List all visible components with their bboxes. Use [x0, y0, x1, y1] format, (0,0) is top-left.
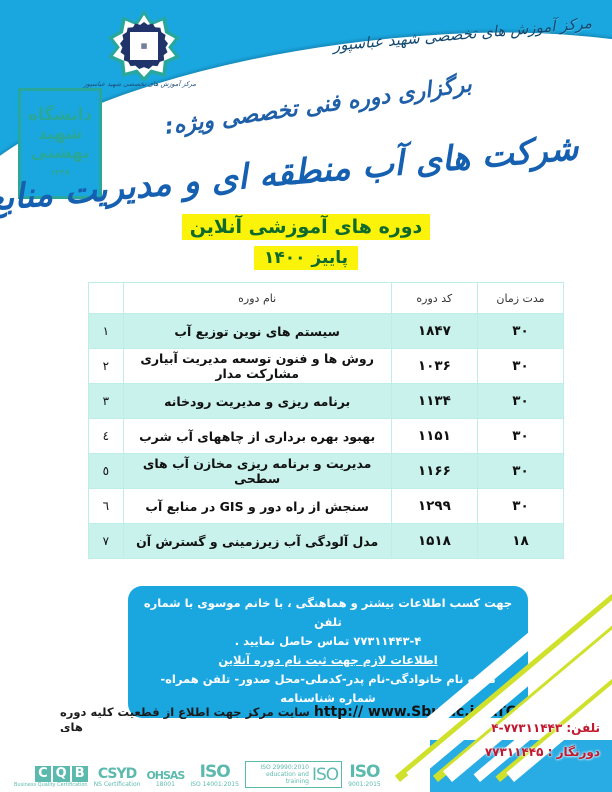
info-line-required-fields: نام و نام خانوادگی-نام پدر-کدملی-محل صدو… — [160, 672, 496, 705]
cell-name: برنامه ریزی و مدیریت رودخانه — [122, 383, 392, 419]
subtitle-block: دوره های آموزشی آنلاین پاییز ۱۴۰۰ — [0, 214, 612, 270]
contact-fax-label: دورنگار : — [547, 745, 600, 759]
cell-code: ۱۱۳۴ — [390, 383, 478, 419]
bqc-caption: Business Quality Certification — [14, 782, 88, 788]
iso-29990-sub: ISO 29990:2010 education and training — [260, 764, 309, 785]
contact-phone-label: تلفن: — [566, 721, 600, 735]
subtitle-season: پاییز ۱۴۰۰ — [253, 246, 359, 270]
certification-logos: ISO 9001:2015 ISO ISO 29990:2010 educati… — [14, 761, 381, 788]
contact-block: تلفن: ۷۷۳۱۱۴۴۳-۴ دورنگار : ۷۷۳۱۱۴۴۵ — [410, 716, 600, 764]
cell-index: ٥ — [88, 453, 124, 489]
cell-index: ۷ — [88, 523, 124, 559]
website-text: سایت مرکز جهت اطلاع از قطعیت کلیه دوره ه… — [60, 705, 310, 734]
iso-29990-main: ISO — [311, 764, 339, 785]
cell-duration: ۳۰ — [476, 453, 565, 489]
ohsas-logo: OHSAS 18001 — [146, 769, 185, 788]
cell-index: ٦ — [88, 488, 124, 524]
iso-9001-logo: ISO 9001:2015 — [348, 761, 381, 788]
cell-index: ٤ — [88, 418, 124, 454]
contact-phone: تلفن: ۷۷۳۱۱۴۴۳-۴ — [410, 716, 600, 740]
bqc-letters: B Q C — [14, 766, 88, 782]
cell-code: ۱۲۹۹ — [390, 488, 478, 524]
bqc-logo: B Q C Business Quality Certification — [14, 766, 88, 788]
iso-14001-sub: ISO 14001:2015 — [190, 780, 239, 788]
table-row: ۳۰ ۱۸۴۷ سیستم های نوین توزیع آب ۱ — [88, 313, 565, 349]
iso-29990-logo: ISO ISO 29990:2010 education and trainin… — [244, 761, 343, 788]
info-line-phone: ۷۷۳۱۱۴۴۳-۴ تماس حاصل نمایید . — [234, 634, 422, 648]
university-logo: دانشگاه شهید بهشتی ۱۳۳۸ — [18, 88, 102, 199]
header-index — [88, 282, 124, 314]
university-logo-text: دانشگاه شهید بهشتی ۱۳۳۸ — [28, 105, 93, 182]
emblem-glyph: ▦ — [140, 41, 148, 50]
cell-index: ۱ — [88, 313, 124, 349]
cell-name: سیستم های نوین توزیع آب — [122, 313, 392, 349]
cell-code: ۱۸۴۷ — [390, 313, 478, 349]
header-code: کد دوره — [390, 282, 478, 314]
cell-duration: ۳۰ — [476, 383, 565, 419]
cell-code: ۱۰۳۶ — [390, 348, 478, 384]
ohsas-main: OHSAS — [146, 769, 185, 783]
subtitle-online-courses: دوره های آموزشی آنلاین — [181, 214, 431, 240]
training-center-emblem-icon: ▦ — [108, 10, 180, 82]
cell-duration: ۳۰ — [476, 348, 565, 384]
table-row: ۳۰ ۱۱۳۴ برنامه ریزی و مدیریت رودخانه ۳ — [88, 383, 565, 419]
csyd-sub: NS Certification — [93, 780, 141, 788]
table-row: ۳۰ ۱۱۶۶ مدیریت و برنامه ریزی مخازن آب های … — [88, 453, 565, 489]
table-row: ۱۸ ۱۵۱۸ مدل آلودگی آب زیرزمینی و گسترش آن ۷ — [88, 523, 565, 559]
table-row: ۳۰ ۱۱۵۱ بهبود بهره برداری از چاههای آب شرب… — [88, 418, 565, 454]
gear-center-icon: ▦ — [130, 32, 158, 60]
contact-phone-value: ۷۷۳۱۱۴۴۳-۴ — [491, 721, 563, 735]
cell-code: ۱۱۵۱ — [390, 418, 478, 454]
table-row: ۳۰ ۱۲۹۹ سنجش از راه دور و GIS در منابع آب ٦ — [88, 488, 565, 524]
course-table-body: ۳۰ ۱۸۴۷ سیستم های نوین توزیع آب ۱ ۳۰ ۱۰۳۶ روش … — [88, 313, 565, 559]
ohsas-sub: 18001 — [155, 780, 175, 788]
bottom-white-strip — [0, 732, 430, 792]
bqc-letter-c: C — [35, 766, 51, 782]
cell-duration: ۳۰ — [476, 488, 565, 524]
emblem-caption: مرکز آموزش های تخصصی شهید عباسپور — [83, 80, 196, 88]
cell-index: ۲ — [88, 348, 124, 384]
university-logo-year: ۱۳۳۸ — [50, 167, 70, 177]
registration-info-box: جهت کسب اطلاعات بیشتر و هماهنگی ، با خان… — [128, 586, 528, 718]
iso-14001-logo: ISO ISO 14001:2015 — [190, 761, 239, 788]
cell-index: ۳ — [88, 383, 124, 419]
contact-fax: دورنگار : ۷۷۳۱۱۴۴۵ — [410, 740, 600, 764]
iso-9001-sub: 9001:2015 — [348, 780, 381, 788]
cell-code: ۱۵۱۸ — [390, 523, 478, 559]
cell-duration: ۳۰ — [476, 418, 565, 454]
cell-duration: ۱۸ — [476, 523, 565, 559]
cell-name: مدل آلودگی آب زیرزمینی و گسترش آن — [122, 523, 392, 559]
contact-fax-value: ۷۷۳۱۱۴۴۵ — [484, 745, 544, 759]
header-duration: مدت زمان — [476, 282, 565, 314]
table-header-row: مدت زمان کد دوره نام دوره — [88, 282, 565, 314]
course-table-head: مدت زمان کد دوره نام دوره — [88, 282, 565, 314]
cell-code: ۱۱۶۶ — [390, 453, 478, 489]
bqc-letter-q: Q — [52, 766, 70, 782]
info-line-contact: جهت کسب اطلاعات بیشتر و هماهنگی ، با خان… — [143, 596, 513, 629]
course-table: مدت زمان کد دوره نام دوره ۳۰ ۱۸۴۷ سیستم ها… — [88, 282, 565, 559]
iso-9001-main: ISO — [349, 761, 380, 782]
iso-14001-main: ISO — [199, 761, 231, 782]
table-row: ۳۰ ۱۰۳۶ روش ها و فنون توسعه مدیریت آبیاری … — [88, 348, 565, 384]
csyd-logo: CSYD NS Certification — [94, 767, 141, 788]
cell-name: مدیریت و برنامه ریزی مخازن آب های سطحی — [122, 453, 392, 489]
cell-name: روش ها و فنون توسعه مدیریت آبیاری مشارکت… — [122, 348, 392, 384]
info-line-required-heading: اطلاعات لازم جهت ثبت نام دوره آنلاین — [218, 653, 438, 667]
cell-name: بهبود بهره برداری از چاههای آب شرب — [122, 418, 392, 454]
cell-duration: ۳۰ — [476, 313, 565, 349]
csyd-main: CSYD — [97, 766, 137, 783]
header-name: نام دوره — [122, 282, 392, 314]
bqc-letter-b: B — [71, 766, 88, 782]
cell-name: سنجش از راه دور و GIS در منابع آب — [122, 488, 392, 524]
poster-header: مرکز آموزش های تخصصی شهید عباسپور ▦ مرکز… — [0, 0, 612, 200]
course-table-wrapper: مدت زمان کد دوره نام دوره ۳۰ ۱۸۴۷ سیستم ها… — [88, 282, 565, 559]
